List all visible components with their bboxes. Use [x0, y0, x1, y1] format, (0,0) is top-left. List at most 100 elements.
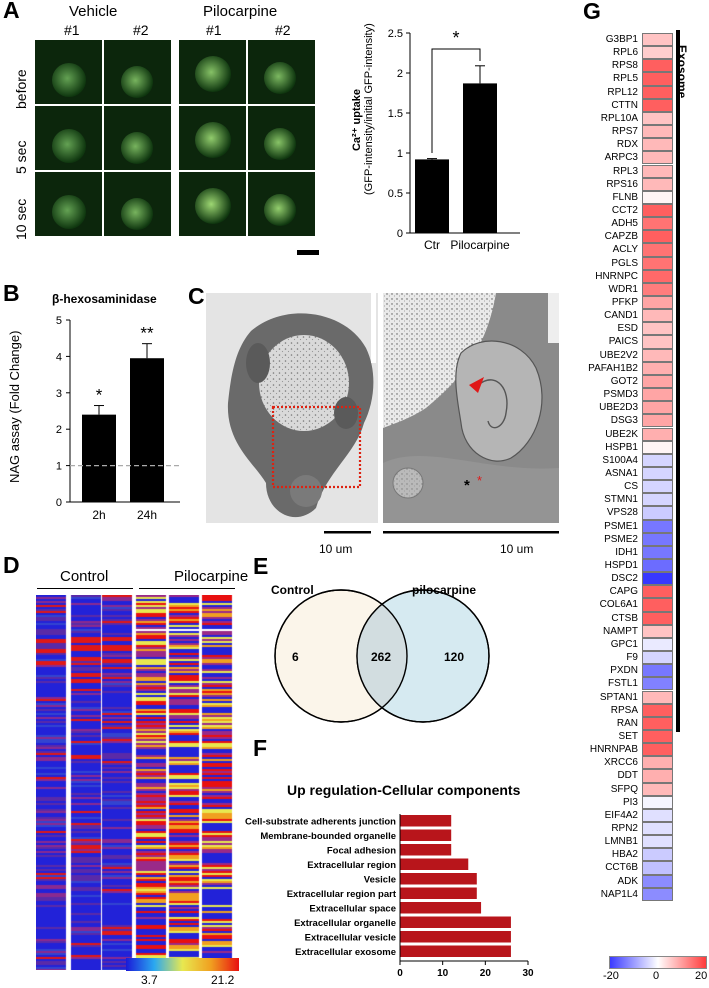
micrograph-tile: [104, 106, 171, 170]
gene-label: RPL10A: [600, 112, 638, 124]
bar: [400, 873, 477, 885]
heatmap-cell: [642, 808, 673, 822]
heatmap-cell: [642, 335, 673, 349]
calcium-ylabel-sub: (GFP-intensity/initial GFP-intensity): [363, 23, 375, 195]
gene-label: G3BP1: [605, 34, 638, 45]
gene-label: HBA2: [611, 849, 638, 861]
venn-count-pilocarpine-only: 120: [444, 650, 465, 664]
gene-label: PAFAH1B2: [588, 362, 638, 374]
gene-label: ESD: [617, 323, 638, 335]
nucleus: [455, 340, 543, 462]
heatmap-cell: [642, 203, 673, 218]
y-tick-label: 2: [56, 424, 62, 436]
heatmap-cell: [642, 664, 673, 678]
heatmap-cell: [642, 545, 673, 559]
category-label: Extracellular vesicle: [305, 933, 396, 944]
heatmap-cell: [642, 414, 673, 428]
gene-label: CAPG: [609, 586, 638, 598]
gene-label: CTSB: [611, 612, 638, 624]
significance-mark: *: [96, 386, 103, 405]
category-label: Vesicle: [364, 875, 396, 886]
y-tick-label: 4: [56, 351, 62, 363]
row-label-before: before: [13, 69, 29, 109]
exosome-colorbar: [609, 956, 707, 969]
heatmap-cell: [642, 59, 673, 73]
heatmap-group-control: Control: [60, 568, 109, 585]
gene-label: UBE2K: [605, 428, 638, 440]
gene-label: SPTAN1: [599, 691, 638, 703]
gfp-cell: [264, 128, 296, 160]
tem-micrographs: * *: [206, 293, 559, 534]
gene-label: RPL3: [612, 165, 638, 177]
replicate-label: #2: [275, 22, 291, 38]
zoom-box: [271, 405, 362, 489]
category-label: Extracellular region part: [287, 889, 397, 900]
y-tick-label: 1.5: [388, 108, 403, 120]
bar: [130, 358, 164, 502]
panel-letter-d: D: [3, 552, 20, 578]
heatmap-cell: [642, 361, 673, 375]
heatmap-cell: [642, 46, 673, 60]
vehicle-group-label: Vehicle: [69, 3, 118, 20]
venn-label-pilocarpine: pilocarpine: [412, 583, 477, 597]
micrograph-tile: [35, 106, 102, 170]
heatmap-cell: [642, 269, 673, 283]
heatmap-cell: [642, 716, 673, 730]
gene-label: LMNB1: [604, 836, 638, 848]
gene-label: PXDN: [610, 665, 638, 677]
significance-bracket: [431, 48, 481, 153]
micrograph-tile: [248, 106, 315, 170]
gene-label: PI3: [622, 796, 638, 808]
gene-label: DSG3: [610, 415, 638, 427]
replicate-label: #1: [64, 22, 80, 38]
micrograph-tile: [104, 40, 171, 104]
x-tick-label: 10: [437, 968, 449, 976]
bar: [415, 159, 449, 233]
group-line-pilocarpine: [139, 588, 235, 589]
heatmap-cell: [642, 835, 673, 849]
venn-label-control: Control: [271, 583, 314, 597]
micrograph-tile: [179, 172, 246, 236]
y-tick-label: 5: [56, 315, 62, 327]
heatmap-cell: [642, 72, 673, 86]
nag-title: β-hexosaminidase: [52, 292, 157, 306]
heatmap-cell: [642, 125, 673, 139]
y-tick-label: 0.5: [388, 188, 403, 200]
gene-label: IDH1: [615, 546, 638, 558]
category-label: Extracellular organelle: [294, 918, 396, 929]
panel-letter-g: G: [583, 0, 601, 24]
x-tick-label: 0: [397, 968, 403, 976]
gene-label: CTTN: [611, 99, 638, 111]
heatmap-group-pilocarpine: Pilocarpine: [174, 568, 249, 585]
gfp-cell: [195, 56, 231, 92]
heatmap-cell: [642, 480, 673, 494]
pilocarpine-group-label: Pilocarpine: [203, 3, 278, 20]
scale-label-left: 10 um: [319, 542, 353, 556]
scale-bar: [297, 250, 319, 255]
gene-label: WDR1: [608, 283, 638, 295]
expression-heatmap: [36, 595, 236, 970]
heatmap-cell: [642, 519, 673, 533]
gene-label: CS: [624, 481, 638, 493]
group-line-control: [37, 588, 133, 589]
heatmap-cell: [642, 33, 673, 47]
heatmap-cell: [642, 151, 673, 165]
gene-label: DDT: [617, 770, 638, 782]
category-label: Extracellular space: [309, 904, 396, 915]
heatmap-cell: [642, 401, 673, 415]
heatmap-cell: [642, 506, 673, 520]
heatmap-cell: [642, 190, 673, 204]
heatmap-cell: [642, 388, 673, 402]
gene-label: RPL6: [612, 47, 638, 59]
svg-text:*: *: [464, 477, 470, 494]
heatmap-cell: [642, 466, 673, 481]
category-label: Focal adhesion: [327, 846, 396, 857]
colorbar-min: 3.7: [141, 973, 158, 987]
heatmap-colorbar: [126, 958, 239, 971]
gfp-cell: [52, 195, 86, 229]
row-label-10sec: 10 sec: [13, 198, 29, 240]
gene-label: HSPB1: [605, 441, 638, 453]
heatmap-cell: [642, 637, 673, 652]
gfp-cell: [195, 188, 231, 224]
gene-label: RPS8: [611, 60, 638, 72]
